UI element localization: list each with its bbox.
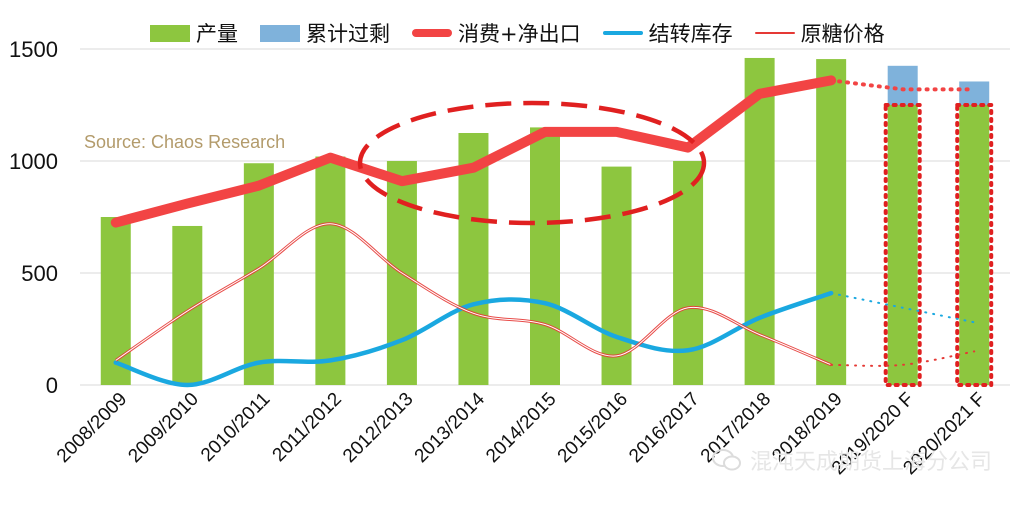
legend-item-consumption: 消费+净出口 (412, 18, 581, 48)
y-tick-label: 500 (21, 261, 58, 286)
legend-label-consumption: 消费+净出口 (458, 22, 581, 46)
chart-source: Source: Chaos Research (84, 132, 286, 152)
legend-label-raw-sugar: 原糖价格 (800, 22, 885, 46)
bar-surplus (887, 65, 918, 105)
legend-item-stock: 结转库存 (602, 18, 733, 48)
legend-swatch-production (150, 24, 190, 42)
legend-swatch-surplus (260, 24, 300, 42)
y-tick-label: 1000 (9, 149, 58, 174)
forecast-highlight-box (955, 103, 994, 387)
bar-production (530, 127, 560, 386)
line-carryover-stock (113, 290, 834, 388)
line-consumption-forecast (829, 78, 977, 92)
line-carryover-stock-forecast (830, 292, 976, 324)
x-tick-label: 2011/2012 (269, 389, 346, 466)
bar-production (887, 105, 918, 385)
legend-label-stock: 结转库存 (648, 22, 733, 46)
x-tick-label: 2010/2011 (197, 389, 274, 466)
bar-production (315, 156, 346, 385)
legend-item-surplus: 累计过剩 (260, 18, 390, 48)
x-tick-label: 2015/2016 (554, 389, 632, 467)
legend-swatch-raw-sugar (754, 32, 795, 34)
bar-production (100, 217, 131, 385)
legend-swatch-consumption (412, 29, 452, 37)
bar-production (458, 133, 489, 385)
y-tick-label: 0 (46, 373, 58, 398)
legend-item-raw-sugar: 原糖价格 (754, 18, 885, 48)
x-tick-label: 2016/2017 (625, 389, 703, 467)
bar-production (601, 166, 632, 385)
watermark-text: 混沌天成期货上海分公司 (749, 450, 992, 475)
forecast-highlight-box (883, 103, 922, 387)
x-tick-label: 2014/2015 (482, 389, 560, 467)
bar-production (816, 59, 847, 386)
legend: 产量 累计过剩 消费+净出口 结转库存 原糖价格 (150, 18, 885, 48)
annotation-ellipse (357, 100, 707, 226)
bar-surplus (959, 81, 990, 105)
y-tick-label: 1500 (9, 37, 58, 62)
legend-swatch-stock (602, 31, 643, 35)
wechat-icon (711, 449, 741, 471)
x-tick-label: 2008/2009 (53, 389, 131, 467)
x-tick-label: 2013/2014 (411, 388, 490, 467)
legend-label-surplus: 累计过剩 (306, 22, 390, 46)
bar-production (959, 105, 990, 385)
line-consumption (110, 75, 837, 228)
x-tick-label: 2009/2010 (124, 389, 202, 467)
watermark: 混沌天成期货上海分公司 (711, 444, 992, 476)
line-raw-sugar-price-forecast (830, 350, 976, 367)
x-tick-label: 2012/2013 (339, 389, 417, 467)
legend-item-production: 产量 (150, 18, 238, 48)
line-raw-sugar-price-inner (115, 223, 832, 366)
legend-label-production: 产量 (196, 22, 238, 46)
